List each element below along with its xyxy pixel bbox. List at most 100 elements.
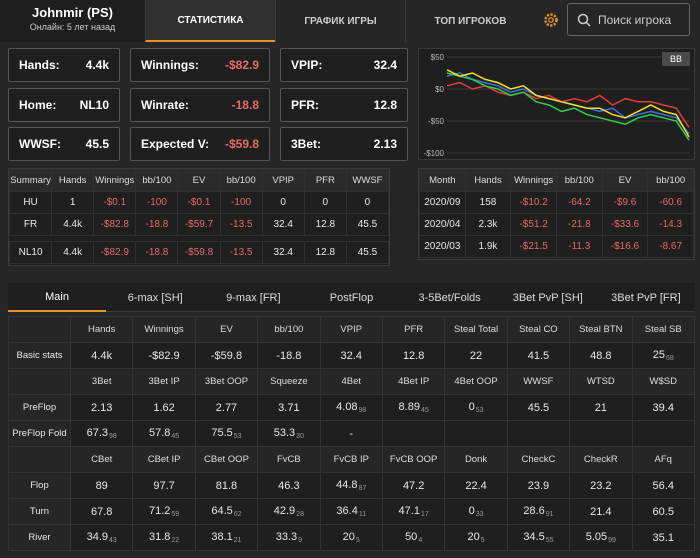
stat-cell: 46.3 xyxy=(257,472,321,499)
search-input[interactable]: Поиск игрока xyxy=(567,3,690,36)
stat-tab[interactable]: 3Bet PvP [SH] xyxy=(512,291,583,304)
table-row: Basic stats 4.4k -$82.9 -$59.8 -18.8 32.4 12.8… xyxy=(8,342,696,369)
stat-cell: 2.77 xyxy=(194,394,259,421)
stat-label: Expected V: xyxy=(141,137,210,151)
stats-table: Hands Winnings EV bb/100 VPIP PFR Steal Total S… xyxy=(8,316,696,551)
stat-tab[interactable]: 3Bet PvP [FR] xyxy=(611,291,681,304)
sample-size: 53 xyxy=(233,433,242,440)
sample-size: 99 xyxy=(608,537,616,544)
nav-tab[interactable]: ТОП ИГРОКОВ xyxy=(405,0,535,42)
stat-cell: 2.13 xyxy=(69,394,134,421)
y-tick-label: $0 xyxy=(435,85,444,94)
sample-size: 9 xyxy=(298,537,303,544)
stat-tab[interactable]: 9-max [FR] xyxy=(226,291,281,304)
column-header: VPIP xyxy=(261,169,305,192)
stat-cell: 21 xyxy=(569,394,633,421)
column-header: Steal SB xyxy=(631,316,696,343)
stat-value: 47.1 xyxy=(398,505,420,517)
table-cell: 32.4 xyxy=(261,213,305,236)
stat-value: 67.3 xyxy=(86,427,108,439)
sample-size: 22 xyxy=(171,537,180,544)
stat-cell: 71.259 xyxy=(132,498,196,525)
bb-toggle[interactable]: BB xyxy=(661,52,690,66)
stat-value: 33.3 xyxy=(275,531,298,543)
table-row: HU 1 -$0.1 -100 -$0.1 -100 0 0 0 xyxy=(8,191,390,214)
stat-cell: 57.845 xyxy=(132,420,196,447)
stat-cell: 47.2 xyxy=(381,472,446,499)
graph-line xyxy=(446,72,690,141)
row-label: Flop xyxy=(8,472,71,499)
column-header: 4Bet xyxy=(319,368,383,395)
table-cell: -100 xyxy=(135,191,179,214)
stat-box: Winnings: -$82.9 xyxy=(130,48,270,82)
stat-cell: 75.553 xyxy=(194,420,259,447)
stat-cell: 81.8 xyxy=(194,472,259,499)
stat-tab[interactable]: 3-5Bet/Folds xyxy=(418,291,481,304)
table-cell: 32.4 xyxy=(261,241,305,264)
sample-size: 5 xyxy=(355,537,360,544)
y-tick-label: -$50 xyxy=(428,117,445,126)
column-header: Winnings xyxy=(132,316,196,343)
table-cell: -$82.9 xyxy=(93,241,137,264)
stat-value: 34.9 xyxy=(86,531,108,543)
month-table: Month Hands Winnings bb/100 EV bb/100 2020/09 1… xyxy=(419,169,694,258)
summary-table: Summary Hands Winnings bb/100 EV bb/100 VPIP PF… xyxy=(8,169,390,264)
sample-size: 43 xyxy=(109,537,117,544)
stat-value: 5.05 xyxy=(585,531,608,543)
stat-value: 44.8 xyxy=(336,479,358,491)
nav-tab[interactable]: ГРАФИК ИГРЫ xyxy=(275,0,405,42)
column-header: Donk xyxy=(444,446,508,473)
column-header: 3Bet IP xyxy=(132,368,196,395)
table-cell: -$0.1 xyxy=(93,191,137,214)
stat-value: 20 xyxy=(342,531,355,543)
sample-size: 53 xyxy=(475,407,484,414)
sample-size: 33 xyxy=(475,511,484,518)
graph-panel: $50 $0 -$50 -$100 BB xyxy=(418,48,695,160)
column-header: PFR xyxy=(303,169,347,192)
stat-cell: 67.8 xyxy=(69,498,134,525)
stat-cell: 34.555 xyxy=(506,524,571,551)
stat-cell: 31.822 xyxy=(132,524,196,551)
stat-cell: 2568 xyxy=(631,342,696,369)
column-header: EV xyxy=(194,316,259,343)
stat-cell: 12.8 xyxy=(381,342,446,369)
column-header: FvCB OOP xyxy=(381,446,446,473)
stat-label: 3Bet: xyxy=(291,137,322,151)
header-row: 3Bet 3Bet IP 3Bet OOP Squeeze 4Bet 4Bet IP 4Be… xyxy=(8,368,696,395)
player-status: Онлайн: 5 лет назад xyxy=(29,22,116,32)
row-label: Basic stats xyxy=(8,342,71,369)
stat-value: 42.9 xyxy=(273,505,296,517)
table-cell: 2020/03 xyxy=(419,235,466,258)
table-row: River 34.943 31.822 38.121 33.39 205 504 205 34.… xyxy=(8,524,696,551)
table-cell: 4.4k xyxy=(51,213,95,236)
settings-icon[interactable] xyxy=(542,11,560,29)
stat-box: Home: NL10 xyxy=(8,88,120,122)
empty-cell xyxy=(569,420,633,447)
table-cell: -64.2 xyxy=(555,191,603,214)
empty-cell xyxy=(381,420,446,447)
stat-box: Winrate: -18.8 xyxy=(130,88,270,122)
header-row: Hands Winnings EV bb/100 VPIP PFR Steal Total S… xyxy=(8,316,696,343)
sample-size: 45 xyxy=(171,433,180,440)
table-row: Flop 89 97.7 81.8 46.3 44.887 47.2 22.4 23.9 23.2… xyxy=(8,472,696,499)
stat-cell: 504 xyxy=(381,524,446,551)
sample-size: 91 xyxy=(545,511,554,518)
table-row: NL10 4.4k -$82.9 -18.8 -$59.8 -13.5 32.4 12.8 45… xyxy=(8,241,390,264)
stat-value: 0 xyxy=(468,505,475,517)
header-row: Summary Hands Winnings bb/100 EV bb/100 VPIP PF… xyxy=(8,169,390,192)
stat-tab[interactable]: Main xyxy=(8,283,107,312)
table-cell: 2020/09 xyxy=(419,191,466,214)
column-header: 4Bet IP xyxy=(381,368,446,395)
stat-box: WWSF: 45.5 xyxy=(8,127,120,161)
table-cell: -$0.1 xyxy=(177,191,221,214)
stat-cell: 3.71 xyxy=(257,394,321,421)
nav-tab[interactable]: СТАТИСТИКА xyxy=(145,0,275,42)
stat-value: 20 xyxy=(467,531,480,543)
header-row: Month Hands Winnings bb/100 EV bb/100 xyxy=(419,169,694,192)
column-header: WWSF xyxy=(506,368,571,395)
stat-box: 3Bet: 2.13 xyxy=(280,127,408,161)
stat-tab[interactable]: 6-max [SH] xyxy=(127,291,183,304)
stat-value: 64.5 xyxy=(211,505,233,517)
stat-tab[interactable]: PostFlop xyxy=(329,291,374,304)
sample-size: 28 xyxy=(296,511,304,518)
